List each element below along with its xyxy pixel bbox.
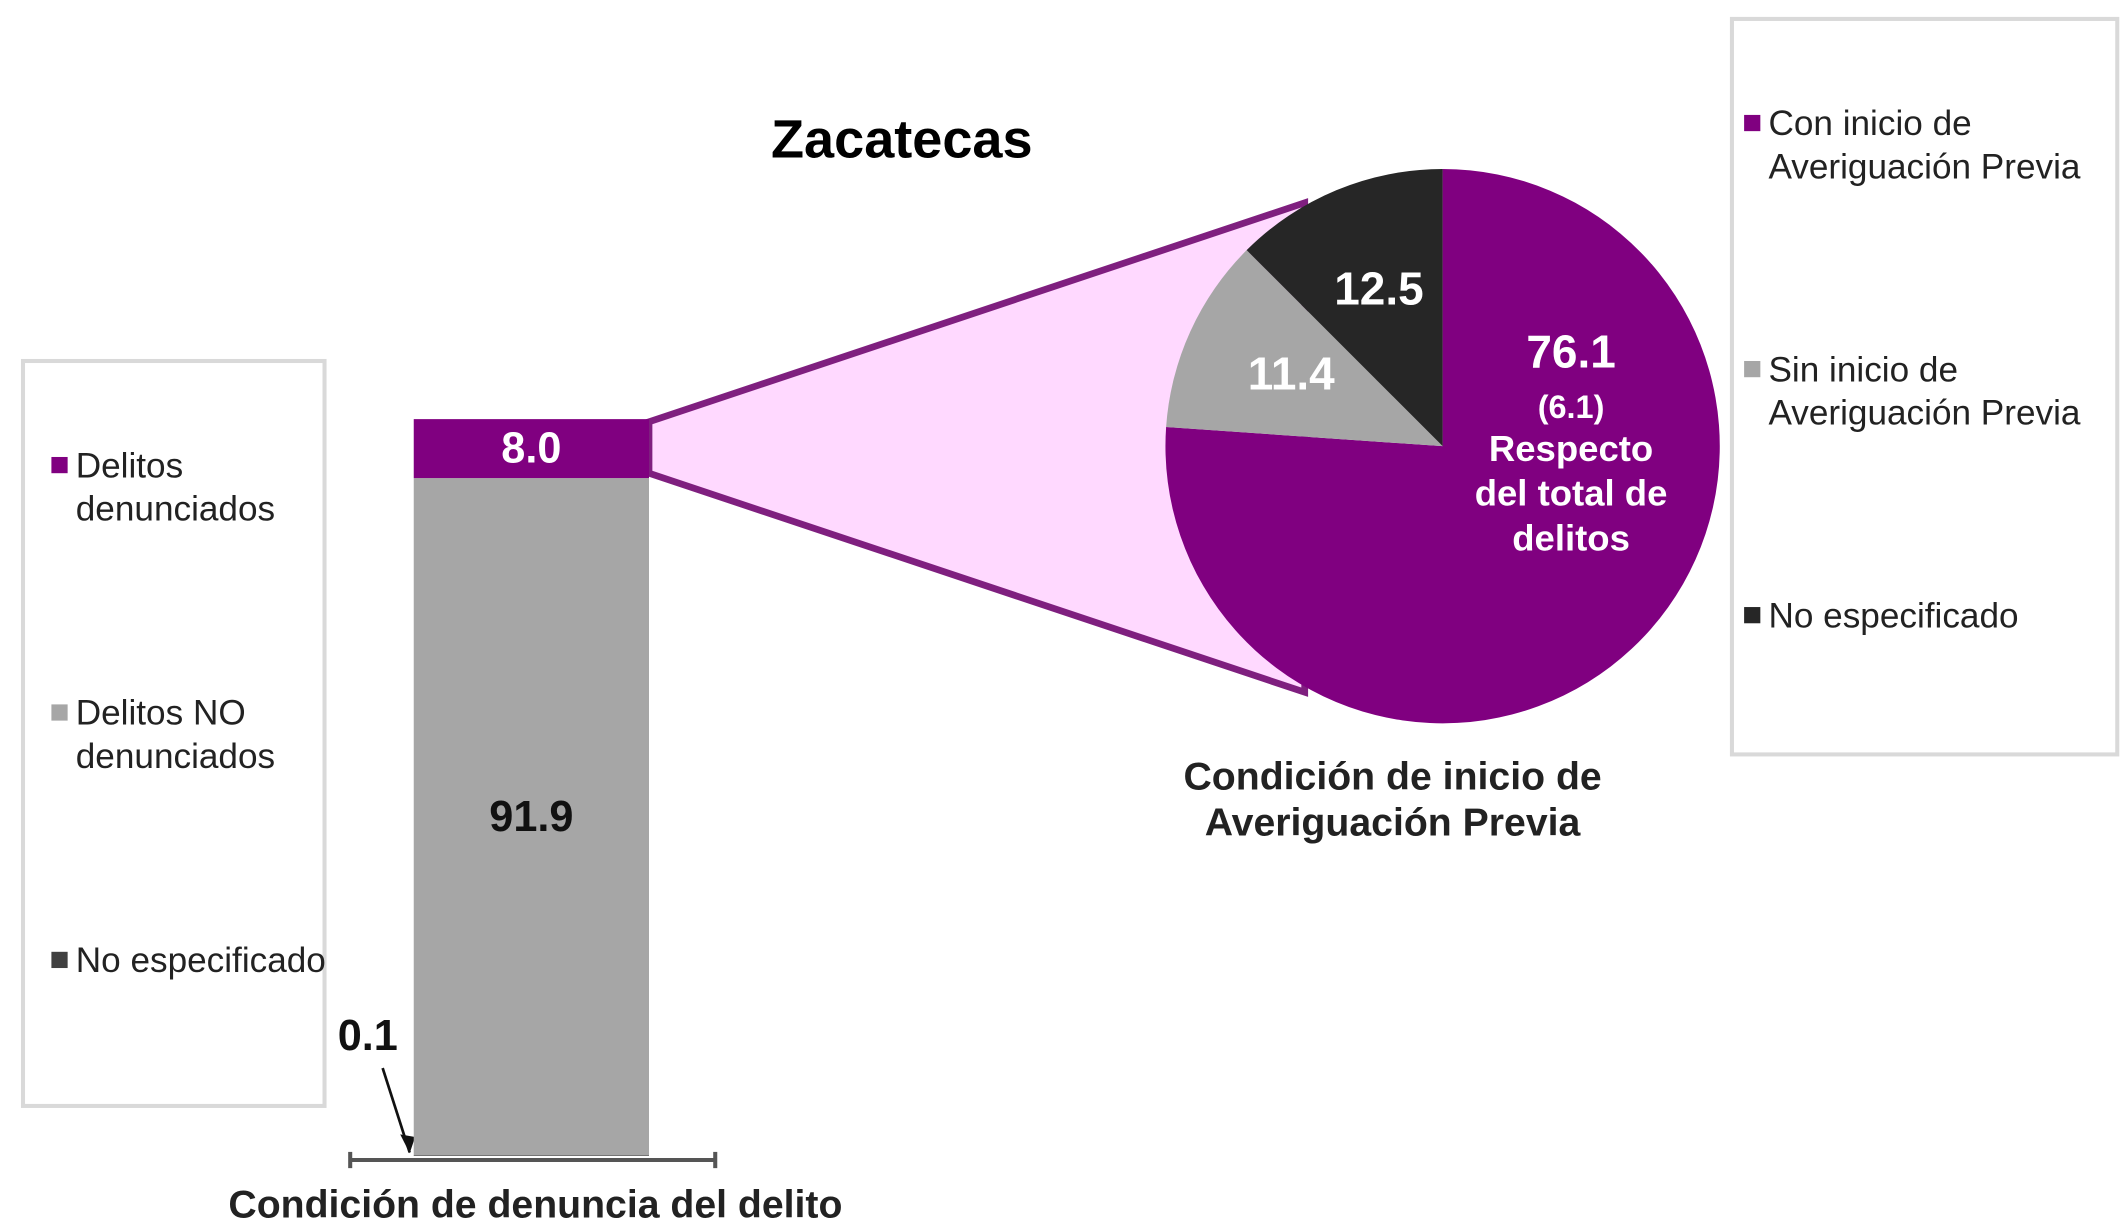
legend-swatch: [1744, 114, 1761, 132]
data-label: 12.5: [1334, 263, 1423, 315]
legend-entry: Con inicio de Averiguación Previa: [1768, 102, 2081, 187]
legend-swatch: [51, 704, 68, 721]
pie-slice: [1166, 250, 1443, 447]
legend-entry: Delitos denunciados: [75, 444, 276, 529]
data-label: 91.9: [489, 793, 573, 841]
legend-swatch: [1744, 607, 1761, 624]
legend-text: Delitos denunciados: [75, 444, 276, 529]
legend-entry: Delitos NO denunciados: [75, 692, 276, 777]
annotation-box: Respecto del total de delitos: [1474, 428, 1668, 559]
data-label: 0.1: [338, 1012, 398, 1060]
pie-label-box: Condición de inicio de Averiguación Prev…: [1183, 755, 1602, 846]
legend-entry: Sin inicio de Averiguación Previa: [1768, 348, 2081, 433]
legend-box: [20, 358, 327, 1108]
data-label: 76.1: [1526, 326, 1615, 378]
legend-box: [1729, 16, 2120, 757]
legend-entry: No especificado: [1768, 594, 2019, 636]
data-label: 11.4: [1248, 347, 1335, 399]
pie-axis-label: Condición de inicio de Averiguación Prev…: [1183, 755, 1602, 846]
legend-text: Delitos NO denunciados: [75, 692, 276, 777]
bar-segment: [413, 1155, 649, 1156]
legend-swatch: [51, 951, 68, 969]
legend-entry: No especificado: [75, 939, 326, 981]
legend-text: No especificado: [1768, 594, 2019, 636]
annotation: (6.1): [1538, 389, 1605, 425]
legend-text: Sin inicio de Averiguación Previa: [1768, 348, 2081, 433]
x-axis-label: Condición de denuncia del delito: [228, 1184, 842, 1227]
annotation: Respecto del total de delitos: [1474, 428, 1668, 559]
arrow-head: [400, 1134, 416, 1154]
legend-swatch: [1744, 360, 1761, 378]
legend-text: Con inicio de Averiguación Previa: [1768, 102, 2081, 187]
bar-segment: [413, 478, 649, 1156]
pie-slice: [1246, 169, 1443, 447]
chart-title: Zacatecas: [771, 110, 1033, 170]
bar-segment: [413, 419, 649, 479]
data-label: 8.0: [501, 425, 561, 473]
legend-text: No especificado: [75, 939, 326, 981]
legend-swatch: [51, 456, 68, 474]
